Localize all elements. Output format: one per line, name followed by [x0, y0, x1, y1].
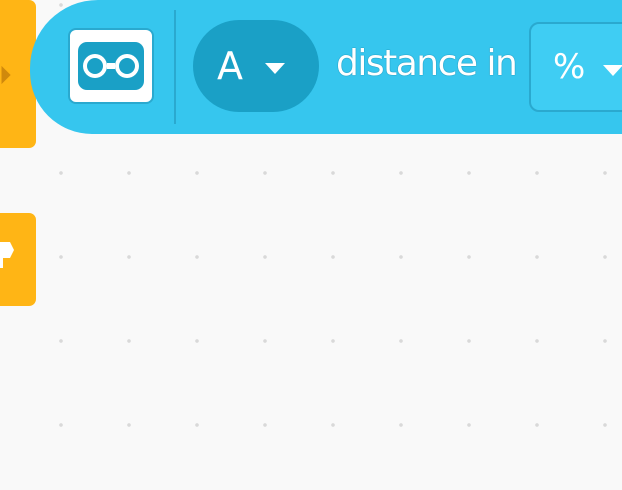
chevron-down-icon: [265, 63, 285, 74]
chevron-down-icon: [603, 65, 622, 76]
distance-sensor-icon: [78, 42, 144, 90]
flag-icon: [0, 242, 14, 268]
block-divider: [174, 10, 176, 124]
distance-sensor-icon-container: [68, 28, 154, 104]
unit-value: %: [553, 47, 586, 87]
port-value: A: [217, 44, 243, 88]
unit-dropdown[interactable]: %: [529, 22, 622, 112]
distance-sensor-block[interactable]: A distance in %: [30, 0, 622, 134]
arrow-icon: [1, 65, 11, 85]
block-label: distance in: [336, 43, 518, 84]
yellow-block-middle[interactable]: [0, 213, 36, 306]
port-dropdown[interactable]: A: [193, 20, 319, 112]
